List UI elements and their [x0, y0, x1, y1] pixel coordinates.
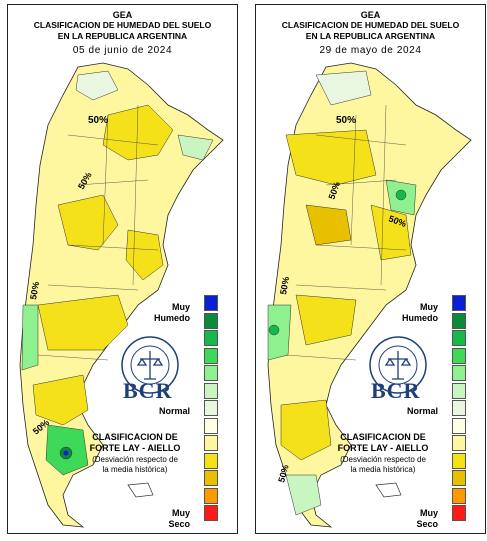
- legend-swatch: [204, 382, 218, 399]
- legend-swatch: [452, 417, 466, 434]
- legend-swatch: [204, 417, 218, 434]
- legend-swatch: [204, 505, 218, 521]
- legend-swatch: [452, 312, 466, 329]
- classification-note-1: (Desviación respecto de: [92, 455, 178, 464]
- argentina-soil-moisture-map: 50% 50% 50% 50%: [19, 62, 224, 528]
- contour-label: 50%: [28, 281, 41, 300]
- classification-title-2: FORTE LAY - AIELLO: [337, 443, 429, 453]
- malvinas-islands: [127, 482, 154, 498]
- dry-zone-center: [57, 194, 119, 251]
- legend-bottom-label-2: Seco: [168, 519, 190, 529]
- classification-note-1: (Desviación respecto de: [340, 455, 426, 464]
- bcr-logo-text: BCR: [123, 378, 173, 403]
- legend-mid-label: Normal: [406, 406, 438, 416]
- legend-swatch: [204, 470, 218, 486]
- wet-zone-north: [75, 70, 119, 101]
- dry-zone-north: [102, 104, 174, 161]
- legend-top-label-2: Humedo: [154, 313, 190, 323]
- contour-label: 50%: [278, 276, 291, 295]
- bcr-seal-logo: [369, 336, 427, 394]
- dry-zone-patagonia: [280, 399, 332, 461]
- legend-top-label-1: Muy: [420, 302, 438, 312]
- wet-zone-west: [21, 304, 39, 371]
- dry-zone-south: [295, 294, 357, 346]
- legend-swatch: [452, 487, 466, 504]
- classification-title-2: FORTE LAY - AIELLO: [89, 443, 181, 453]
- legend-swatch: [204, 312, 218, 329]
- legend-swatch: [204, 435, 218, 451]
- panel-subtitle-1: CLASIFICACION DE HUMEDAD DEL SUELO: [33, 20, 212, 30]
- legend-bottom-label-2: Seco: [416, 519, 438, 529]
- province-borders: [285, 104, 407, 361]
- panel-subtitle-2: EN LA REPUBLICA ARGENTINA: [57, 31, 188, 41]
- legend-swatch: [204, 365, 218, 381]
- saturated-spot: [63, 450, 69, 456]
- legend-swatch: [204, 347, 218, 364]
- legend-top-label-2: Humedo: [402, 313, 438, 323]
- classification-title-1: CLASIFICACION DE: [340, 432, 426, 442]
- legend-swatch: [204, 487, 218, 504]
- legend-swatch: [204, 452, 218, 469]
- legend-swatch: [452, 365, 466, 381]
- dry-zone-north: [285, 129, 377, 186]
- legend-swatch: [204, 295, 218, 311]
- map-panel-june: GEA CLASIFICACION DE HUMEDAD DEL SUELO E…: [7, 4, 238, 534]
- wet-spot-west: [268, 324, 280, 336]
- bcr-logo-text: BCR: [371, 378, 421, 403]
- classification-note-2: la media histórica): [350, 465, 416, 474]
- legend-swatch: [204, 330, 218, 346]
- dry-zone-east: [125, 229, 164, 281]
- bcr-seal-logo: [121, 336, 179, 394]
- wet-zone-north: [315, 70, 372, 106]
- legend-swatch: [452, 505, 466, 521]
- panel-title: GEA: [360, 10, 381, 20]
- panel-title: GEA: [112, 10, 133, 20]
- panel-subtitle-2: EN LA REPUBLICA ARGENTINA: [305, 31, 436, 41]
- contour-label: 50%: [336, 115, 356, 126]
- map-panel-may: GEA CLASIFICACION DE HUMEDAD DEL SUELO E…: [255, 4, 486, 534]
- wet-spot-northeast: [395, 189, 407, 201]
- legend-top-label-1: Muy: [172, 302, 190, 312]
- legend-swatch: [204, 400, 218, 416]
- legend-bottom-label-1: Muy: [172, 508, 190, 518]
- argentina-soil-moisture-map: 50% 50% 50% 50% 50%: [267, 62, 472, 528]
- legend-mid-label: Normal: [158, 406, 190, 416]
- legend-swatch: [452, 295, 466, 311]
- panel-date: 29 de mayo de 2024: [319, 45, 422, 56]
- legend-swatch: [452, 330, 466, 346]
- wet-zone-northeast: [177, 134, 214, 161]
- malvinas-islands: [375, 482, 402, 498]
- legend-swatch: [452, 452, 466, 469]
- dry-zone-patagonia: [32, 374, 89, 426]
- dry-zone-east: [370, 204, 412, 261]
- legend-bottom-label-1: Muy: [420, 508, 438, 518]
- classification-title-1: CLASIFICACION DE: [92, 432, 178, 442]
- legend-swatch: [452, 470, 466, 486]
- contour-label: 50%: [276, 464, 290, 484]
- legend-swatch: [452, 382, 466, 399]
- dry-zone-south: [37, 294, 129, 351]
- classification-note-2: la media histórica): [102, 465, 168, 474]
- province-borders: [37, 104, 159, 361]
- panel-date: 05 de junio de 2024: [72, 45, 173, 56]
- legend-swatch: [452, 347, 466, 364]
- legend-swatch: [452, 400, 466, 416]
- wet-zone-south: [285, 474, 322, 516]
- contour-label: 50%: [88, 115, 108, 126]
- legend-swatch: [452, 435, 466, 451]
- panel-subtitle-1: CLASIFICACION DE HUMEDAD DEL SUELO: [281, 20, 460, 30]
